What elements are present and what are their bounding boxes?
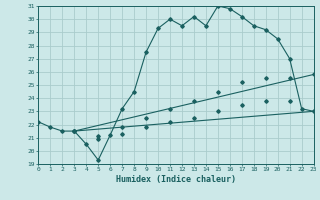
- X-axis label: Humidex (Indice chaleur): Humidex (Indice chaleur): [116, 175, 236, 184]
